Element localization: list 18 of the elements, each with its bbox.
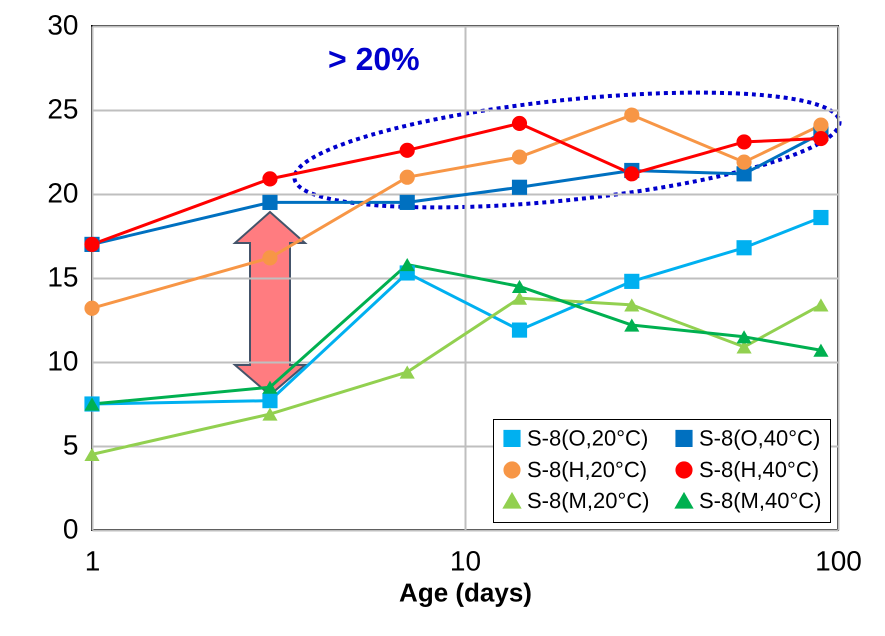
annotation: > 20% (328, 41, 420, 77)
y-tick-label: 10 (47, 346, 78, 376)
legend-label: S-8(O,20°C) (527, 425, 648, 450)
y-tick-label: 20 (47, 178, 78, 208)
y-tick-label: 25 (47, 94, 78, 124)
legend-label: S-8(O,40°C) (699, 425, 820, 450)
y-tick-label: 30 (47, 10, 78, 40)
legend-label: S-8(M,20°C) (527, 488, 650, 513)
x-axis-title: Age (days) (399, 578, 532, 608)
y-tick-label: 0 (62, 514, 78, 544)
legend-label: S-8(H,40°C) (699, 457, 820, 482)
x-tick-label: 100 (815, 546, 862, 576)
x-tick-label: 10 (450, 546, 482, 576)
legend-label: S-8(M,40°C) (699, 488, 822, 513)
x-tick-label: 1 (84, 546, 100, 576)
legend-label: S-8(H,20°C) (527, 457, 648, 482)
y-tick-label: 5 (62, 430, 78, 460)
y-tick-label: 15 (47, 262, 78, 292)
